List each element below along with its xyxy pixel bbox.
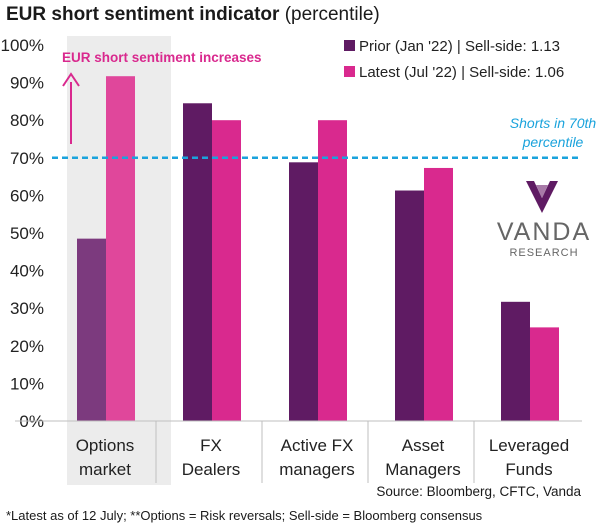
x-tick-label: Funds	[505, 460, 552, 479]
legend-entry: Latest (Jul '22) | Sell-side: 1.06	[359, 64, 564, 81]
annotation-text: EUR short sentiment increases	[62, 50, 262, 65]
x-tick-label: Leveraged	[489, 436, 569, 455]
x-tick-label: Options	[76, 436, 135, 455]
reference-line-label: percentile	[522, 134, 584, 150]
bar-latest	[212, 120, 241, 421]
footnote: *Latest as of 12 July; **Options = Risk …	[6, 508, 483, 523]
x-tick-label: FX	[200, 436, 222, 455]
x-tick-label: Dealers	[182, 460, 241, 479]
x-tick-label: Asset	[402, 436, 445, 455]
x-tick-label: Managers	[385, 460, 461, 479]
y-tick-label: 90%	[10, 74, 44, 93]
y-tick-label: 70%	[10, 149, 44, 168]
y-tick-label: 100%	[1, 36, 44, 55]
y-tick-label: 20%	[10, 337, 44, 356]
y-tick-label: 50%	[10, 224, 44, 243]
bar-latest	[318, 120, 347, 421]
source-note: Source: Bloomberg, CFTC, Vanda	[376, 484, 581, 499]
legend-swatch	[344, 40, 355, 51]
chart-title: EUR short sentiment indicator (percentil…	[6, 4, 380, 26]
legend-entry: Prior (Jan '22) | Sell-side: 1.13	[359, 38, 560, 55]
brand-mark-inner	[536, 185, 548, 198]
y-tick-label: 30%	[10, 299, 44, 318]
bar-latest	[530, 327, 559, 421]
bar-prior	[289, 162, 318, 421]
chart-title-main: EUR short sentiment indicator	[6, 4, 280, 25]
bar-latest	[106, 76, 135, 421]
bar-prior	[183, 103, 212, 421]
bar-prior	[77, 238, 106, 421]
brand-subtitle: RESEARCH	[509, 247, 578, 259]
bar-latest	[424, 167, 453, 421]
x-tick-label: Active FX	[281, 436, 354, 455]
chart-title-unit: (percentile)	[284, 4, 380, 25]
y-tick-label: 40%	[10, 262, 44, 281]
bar-prior	[395, 190, 424, 421]
x-tick-label: managers	[279, 460, 355, 479]
reference-line-label: Shorts in 70th	[510, 115, 597, 131]
y-tick-label: 10%	[10, 374, 44, 393]
bar-prior	[501, 301, 530, 421]
y-tick-label: 60%	[10, 186, 44, 205]
x-tick-label: market	[79, 460, 131, 479]
legend-swatch	[344, 66, 355, 77]
y-tick-label: 80%	[10, 111, 44, 130]
brand-name: VANDA	[497, 218, 591, 246]
brand-mark	[526, 181, 558, 213]
annotation-arrow-head	[62, 72, 80, 87]
